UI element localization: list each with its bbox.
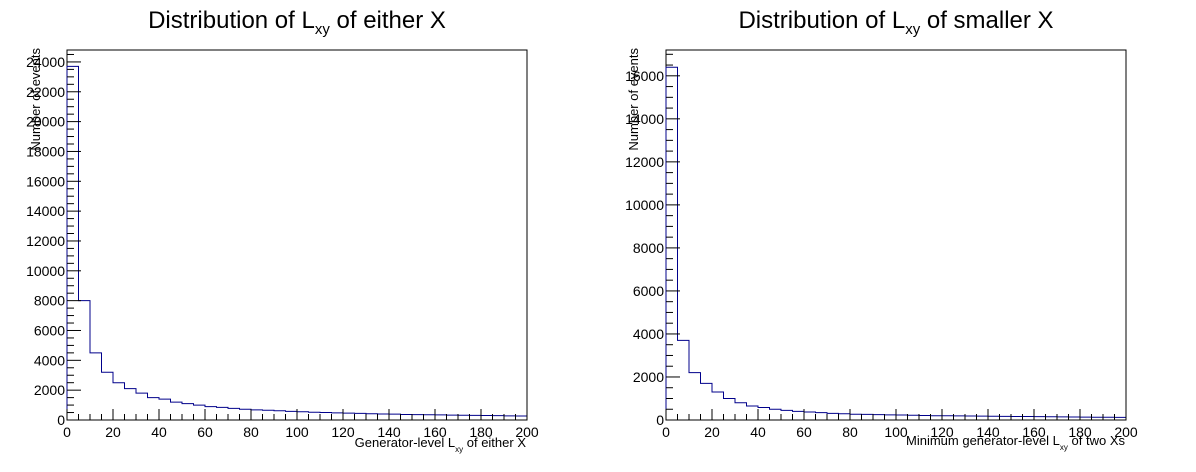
x-tick-label: 200 xyxy=(1114,424,1138,440)
x-tick-label: 20 xyxy=(105,424,121,440)
y-tick-label: 4000 xyxy=(34,352,65,368)
chart-title: Distribution of Lxy of either X xyxy=(148,7,446,38)
chart-title-main: Distribution of L xyxy=(148,7,315,34)
y-tick-label: 6000 xyxy=(34,322,65,338)
y-tick-label: 20000 xyxy=(26,114,65,130)
x-tick-label: 40 xyxy=(750,424,766,440)
x-tick-label: 20 xyxy=(704,424,720,440)
y-tick-label: 16000 xyxy=(26,173,65,189)
y-tick-label: 4000 xyxy=(633,326,664,342)
x-tick-label: 120 xyxy=(930,424,954,440)
y-tick-label: 8000 xyxy=(633,240,664,256)
y-tick-label: 8000 xyxy=(34,293,65,309)
x-tick-label: 100 xyxy=(884,424,908,440)
y-tick-label: 2000 xyxy=(34,382,65,398)
y-tick-label: 12000 xyxy=(26,233,65,249)
chart-title-rest: of either X xyxy=(330,7,446,34)
chart-panel-1: 0 20 40 60 80 100 120 140 160 180 2000200040006000… xyxy=(26,7,539,454)
y-tick-label: 6000 xyxy=(633,283,664,299)
y-tick-label: 18000 xyxy=(26,143,65,159)
chart-title-subscript: xy xyxy=(905,21,921,38)
x-tick-label: 200 xyxy=(515,424,539,440)
x-tick-label: 100 xyxy=(285,424,309,440)
x-tick-label: 60 xyxy=(796,424,812,440)
y-tick-label: 22000 xyxy=(26,84,65,100)
x-axis-label-rest: of two Xs xyxy=(1068,433,1126,448)
y-tick-label: 14000 xyxy=(625,111,664,127)
y-axis-label: Number of events xyxy=(28,48,43,151)
x-tick-label: 140 xyxy=(976,424,1000,440)
x-tick-label: 180 xyxy=(1068,424,1092,440)
y-tick-label: 2000 xyxy=(633,369,664,385)
x-axis-label: Generator-level Lxy of either X xyxy=(355,435,527,454)
y-tick-label: 0 xyxy=(57,412,65,428)
x-axis-label-main: Minimum generator-level L xyxy=(906,433,1060,448)
x-tick-label: 180 xyxy=(469,424,493,440)
x-tick-label: 40 xyxy=(151,424,167,440)
chart-title-subscript: xy xyxy=(315,21,331,38)
x-tick-label: 80 xyxy=(243,424,259,440)
chart-title-main: Distribution of L xyxy=(738,7,905,34)
x-tick-label: 0 xyxy=(63,424,71,440)
y-tick-label: 12000 xyxy=(625,154,664,170)
x-tick-label: 80 xyxy=(842,424,858,440)
chart-title: Distribution of Lxy of smaller X xyxy=(738,7,1053,38)
y-tick-label: 24000 xyxy=(26,54,65,70)
y-tick-label: 0 xyxy=(656,412,664,428)
x-axis-label: Minimum generator-level Lxy of two Xs xyxy=(906,433,1125,452)
x-tick-label: 0 xyxy=(662,424,670,440)
y-tick-label: 16000 xyxy=(625,68,664,84)
y-tick-label: 14000 xyxy=(26,203,65,219)
chart-panel-2: 0 20 40 60 80 100 120 140 160 180 2000200040006000… xyxy=(625,7,1138,452)
x-axis-label-subscript: xy xyxy=(1060,443,1068,452)
chart-title-rest: of smaller X xyxy=(920,7,1053,34)
y-axis-label: Number of events xyxy=(626,48,641,151)
x-tick-label: 140 xyxy=(377,424,401,440)
x-tick-label: 120 xyxy=(331,424,355,440)
x-axis-label-rest: of either X xyxy=(463,435,526,450)
x-tick-label: 160 xyxy=(1022,424,1046,440)
y-tick-label: 10000 xyxy=(26,263,65,279)
x-axis-label-main: Generator-level L xyxy=(355,435,455,450)
y-tick-label: 10000 xyxy=(625,197,664,213)
x-tick-label: 60 xyxy=(197,424,213,440)
x-axis-label-subscript: xy xyxy=(455,445,463,454)
x-tick-label: 160 xyxy=(423,424,447,440)
